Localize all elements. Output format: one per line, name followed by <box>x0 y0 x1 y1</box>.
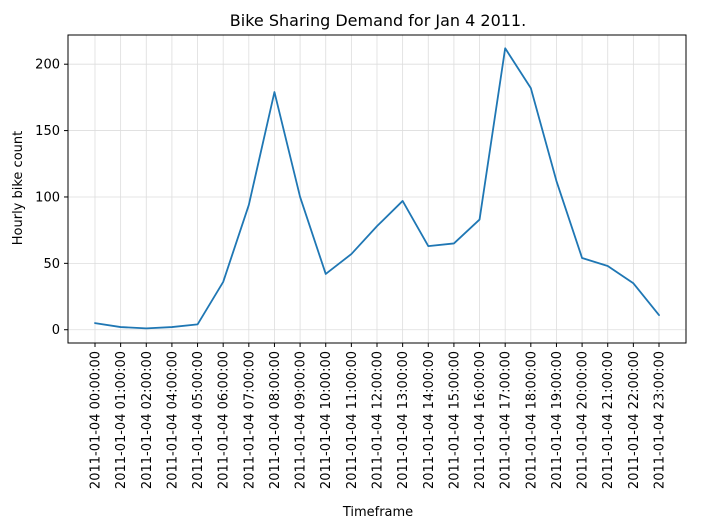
data-layer <box>94 47 660 330</box>
y-tick-label: 50 <box>43 257 60 272</box>
x-tick-label: 2011-01-04 11:00:00 <box>345 351 360 489</box>
y-tick-label: 0 <box>52 323 60 338</box>
x-tick-label: 2011-01-04 07:00:00 <box>242 351 257 489</box>
x-tick-label: 2011-01-04 18:00:00 <box>524 351 539 489</box>
x-tick-label: 2011-01-04 13:00:00 <box>396 351 411 489</box>
x-tick-label: 2011-01-04 21:00:00 <box>601 351 616 489</box>
axes: 2011-01-04 00:00:00 2011-01-04 01:00:00 20… <box>35 58 667 489</box>
x-tick-label: 2011-01-04 08:00:00 <box>268 351 283 489</box>
x-tick-label: 2011-01-04 06:00:00 <box>217 351 232 489</box>
x-tick-label: 2011-01-04 04:00:00 <box>165 351 180 489</box>
x-tick-label: 2011-01-04 17:00:00 <box>499 351 514 489</box>
x-tick-label: 2011-01-04 00:00:00 <box>89 351 104 489</box>
x-tick-label: 2011-01-04 15:00:00 <box>447 351 462 489</box>
x-tick-label: 2011-01-04 01:00:00 <box>114 351 129 489</box>
x-tick-label: 2011-01-04 09:00:00 <box>294 351 309 489</box>
x-tick-label: 2011-01-04 22:00:00 <box>627 351 642 489</box>
series-line <box>94 47 660 330</box>
x-tick-label: 2011-01-04 23:00:00 <box>653 351 668 489</box>
chart-title: Bike Sharing Demand for Jan 4 2011. <box>230 11 526 30</box>
x-tick-label: 2011-01-04 19:00:00 <box>550 351 565 489</box>
x-tick-label: 2011-01-04 14:00:00 <box>422 351 437 489</box>
y-axis-label: Hourly bike count <box>11 131 26 246</box>
y-tick-label: 150 <box>35 124 60 139</box>
x-tick-label: 2011-01-04 12:00:00 <box>371 351 386 489</box>
x-tick-label: 2011-01-04 05:00:00 <box>191 351 206 489</box>
y-tick-label: 200 <box>35 58 60 73</box>
x-tick-label: 2011-01-04 10:00:00 <box>319 351 334 489</box>
x-tick-label: 2011-01-04 16:00:00 <box>473 351 488 489</box>
grid-lines <box>68 35 686 343</box>
x-axis-label: Timeframe <box>342 505 413 520</box>
y-tick-label: 100 <box>35 190 60 205</box>
x-tick-label: 2011-01-04 20:00:00 <box>576 351 591 489</box>
x-tick-label: 2011-01-04 02:00:00 <box>140 351 155 489</box>
